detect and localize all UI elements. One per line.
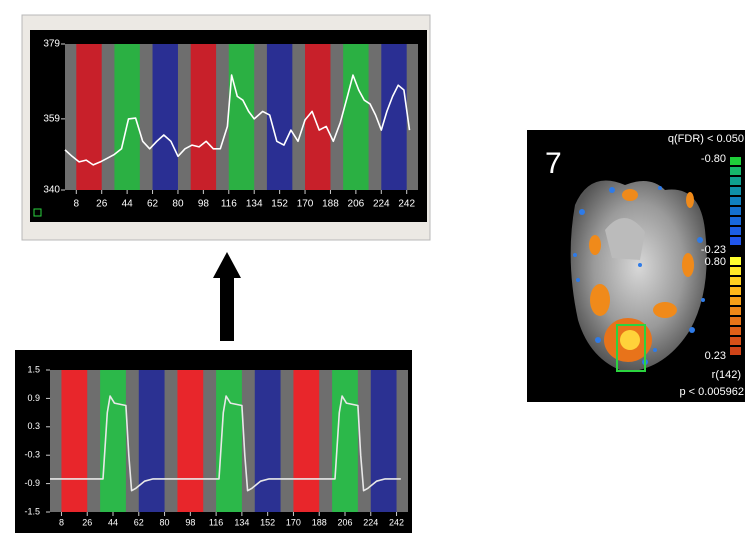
x-tick-label: 98 [198,199,210,210]
x-tick-label: 242 [398,199,415,210]
x-tick-label: 98 [185,517,195,527]
threshold-label: q(FDR) < 0.050 [668,133,744,145]
brain-map: 7 q(FDR) < 0.050 -0.80 -0.23 0.80 0.23 r… [527,130,745,402]
scale-label: 0.23 [705,350,726,362]
x-tick-label: 206 [348,199,365,210]
x-tick-label: 188 [312,517,327,527]
x-tick-label: 80 [172,199,184,210]
condition-block [100,370,126,512]
x-tick-label: 26 [82,517,92,527]
x-tick-label: 62 [134,517,144,527]
condition-block [61,370,87,512]
y-tick-label: 379 [43,39,60,50]
x-tick-label: 44 [122,199,134,210]
condition-block [114,44,139,190]
slice-number: 7 [545,147,562,180]
condition-block [191,44,216,190]
x-tick-label: 206 [337,517,352,527]
condition-block [332,370,358,512]
arrow-shaft [220,275,234,341]
x-tick-label: 152 [260,517,275,527]
y-tick-label: 1.5 [27,364,40,374]
x-tick-label: 62 [147,199,159,210]
x-tick-label: 134 [246,199,263,210]
screen: 7 q(FDR) < 0.050 -0.80 -0.23 0.80 0.23 r… [0,0,747,533]
stat-label: r(142) [712,369,741,381]
condition-block [371,370,397,512]
y-tick-label: 359 [43,114,60,125]
condition-block [153,44,178,190]
condition-block [293,370,319,512]
condition-block [229,44,254,190]
scale-label: -0.80 [701,153,726,165]
x-tick-label: 8 [74,199,80,210]
condition-block [76,44,101,190]
x-tick-label: 152 [271,199,288,210]
condition-block [177,370,203,512]
scale-label: 0.80 [705,256,726,268]
y-tick-label: 340 [43,185,60,196]
y-tick-label: -0.3 [24,450,40,460]
x-tick-label: 224 [363,517,378,527]
x-tick-label: 188 [322,199,339,210]
x-tick-label: 116 [221,199,237,210]
x-tick-label: 224 [373,199,390,210]
y-tick-label: -0.9 [24,478,40,488]
x-tick-label: 80 [160,517,170,527]
arrow-head [213,252,241,278]
condition-block [139,370,165,512]
scale-label: -0.23 [701,244,726,256]
x-tick-label: 8 [59,517,64,527]
condition-block [305,44,330,190]
x-tick-label: 44 [108,517,118,527]
y-tick-label: 0.3 [27,421,40,431]
condition-block [216,370,242,512]
p-value-label: p < 0.005962 [679,386,744,398]
x-tick-label: 116 [209,517,223,527]
x-tick-label: 26 [96,199,108,210]
x-tick-label: 170 [286,517,301,527]
x-tick-label: 242 [389,517,404,527]
x-tick-label: 170 [297,199,314,210]
x-tick-label: 134 [234,517,249,527]
condition-block [343,44,368,190]
y-tick-label: -1.5 [24,506,40,516]
y-tick-label: 0.9 [27,393,40,403]
condition-block [255,370,281,512]
